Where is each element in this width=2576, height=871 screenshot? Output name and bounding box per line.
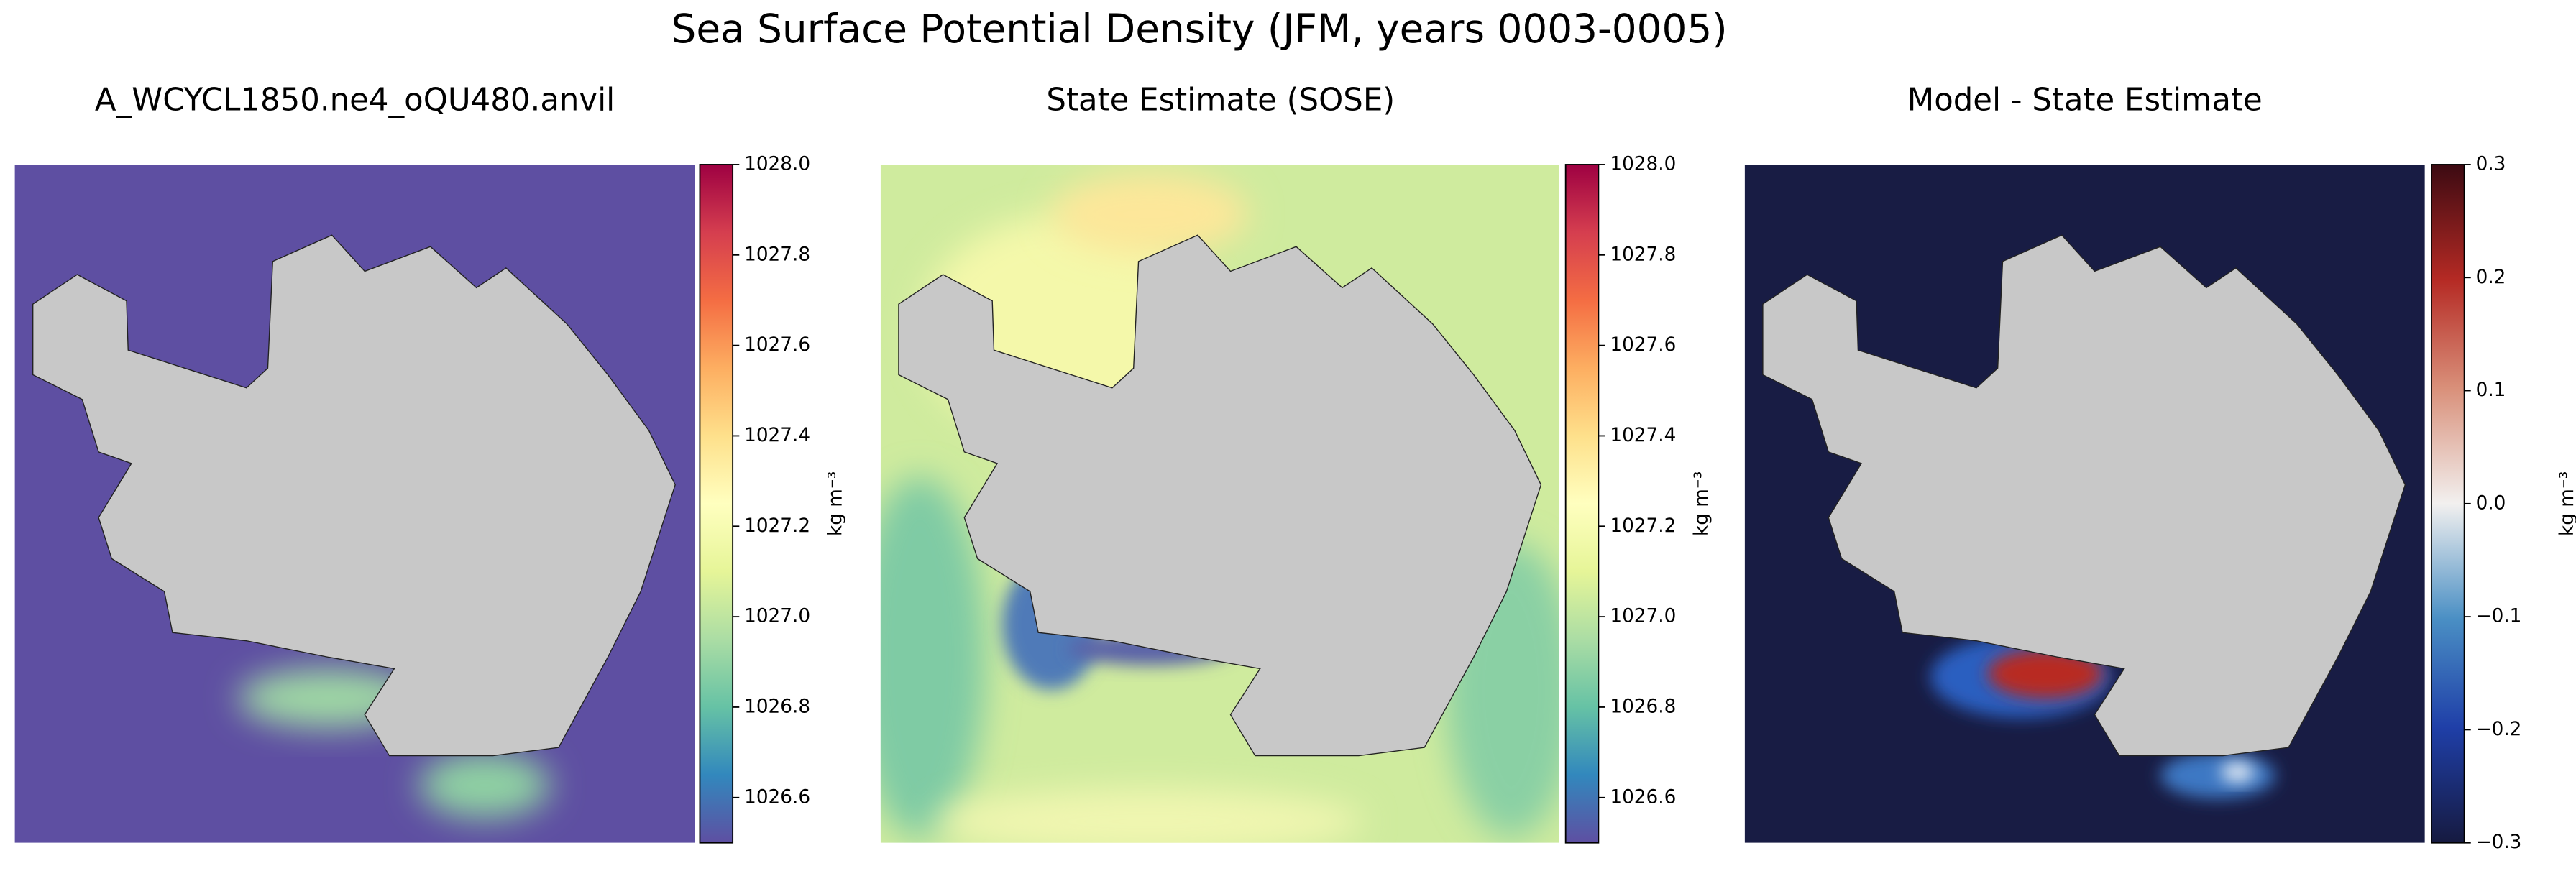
figure-title: Sea Surface Potential Density (JFM, year… xyxy=(671,6,1728,52)
colorbar-label: kg m⁻³ xyxy=(1691,471,1713,536)
colorbar-tick-label: 0.2 xyxy=(2476,267,2506,288)
colorbar-tick-label: −0.3 xyxy=(2476,831,2522,853)
colorbar-tick-label: 1027.4 xyxy=(744,425,810,446)
colorbar xyxy=(1564,164,1600,844)
colorbar-tick-label: −0.1 xyxy=(2476,606,2522,627)
colorbar-tick-label: 1026.6 xyxy=(1610,786,1676,808)
map-panel xyxy=(14,164,695,843)
panel-title: State Estimate (SOSE) xyxy=(1046,83,1395,119)
colorbar-tick-label: 1027.0 xyxy=(1610,606,1676,627)
colorbar xyxy=(699,164,734,844)
colorbar-tick-label: 1027.2 xyxy=(1610,515,1676,537)
colorbar-tick-label: 0.0 xyxy=(2476,492,2506,514)
colorbar xyxy=(2430,164,2465,844)
colorbar-tick-label: 1026.6 xyxy=(744,786,810,808)
colorbar-tick-label: 1027.2 xyxy=(744,515,810,537)
colorbar-tick-label: −0.2 xyxy=(2476,719,2522,740)
colorbar-tick-label: 1026.8 xyxy=(744,696,810,717)
colorbar-tick-label: 0.1 xyxy=(2476,379,2506,401)
colorbar-tick-label: 1027.6 xyxy=(744,334,810,356)
colorbar-tick-label: 1027.8 xyxy=(1610,244,1676,265)
panel-title: A_WCYCL1850.ne4_oQU480.anvil xyxy=(95,83,615,119)
colorbar-tick-label: 1028.0 xyxy=(1610,153,1676,175)
panel-title: Model - State Estimate xyxy=(1907,83,2263,119)
colorbar-tick-label: 1027.6 xyxy=(1610,334,1676,356)
colorbar-tick-label: 1027.0 xyxy=(744,606,810,627)
map-panel xyxy=(880,164,1559,843)
colorbar-label: kg m⁻³ xyxy=(825,471,847,536)
colorbar-tick-label: 0.3 xyxy=(2476,153,2506,175)
colorbar-tick-label: 1028.0 xyxy=(744,153,810,175)
colorbar-label: kg m⁻³ xyxy=(2557,471,2576,536)
map-panel xyxy=(1744,164,2425,843)
colorbar-tick-label: 1026.8 xyxy=(1610,696,1676,717)
colorbar-tick-label: 1027.4 xyxy=(1610,425,1676,446)
colorbar-tick-label: 1027.8 xyxy=(744,244,810,265)
